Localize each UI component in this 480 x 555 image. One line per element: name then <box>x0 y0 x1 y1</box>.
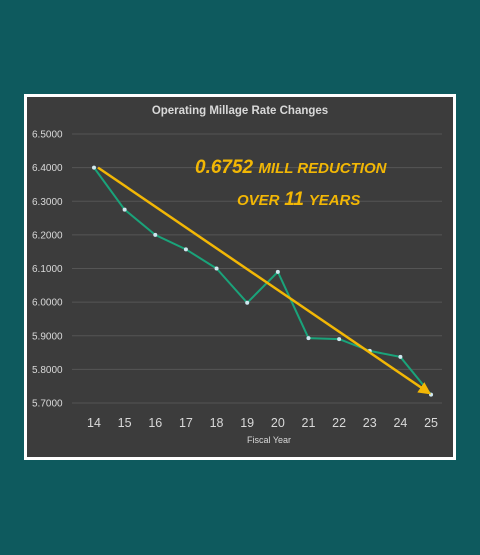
y-tick-label: 6.4000 <box>32 163 63 174</box>
annotation-line-1: 0.6752 MILL REDUCTION <box>195 157 386 179</box>
annotation-years-value: 11 <box>284 189 304 210</box>
y-tick-label: 5.9000 <box>32 331 63 342</box>
x-tick-label: 23 <box>363 416 377 430</box>
x-axis-label: Fiscal Year <box>247 435 291 445</box>
x-tick-label: 16 <box>148 416 162 430</box>
chart-title: Operating Millage Rate Changes <box>151 105 329 117</box>
chart-frame: Operating Millage Rate Changes 6.5000 6.4… <box>24 94 456 460</box>
trend-arrow <box>97 166 432 395</box>
annotation-reduction-text: MILL REDUCTION <box>258 160 387 177</box>
data-point <box>245 300 250 305</box>
x-tick-label: 15 <box>118 416 132 430</box>
data-point <box>275 269 280 274</box>
y-tick-label: 6.3000 <box>32 197 63 208</box>
data-point <box>429 392 434 397</box>
chart-panel: Operating Millage Rate Changes 6.5000 6.4… <box>27 97 453 457</box>
annotation-years-text: YEARS <box>308 192 361 209</box>
data-point <box>122 207 127 212</box>
y-tick-label: 6.0000 <box>32 298 63 309</box>
y-tick-label: 6.2000 <box>32 230 63 241</box>
annotation-line-2: OVER 11 YEARS <box>237 189 360 211</box>
x-tick-label: 22 <box>332 416 346 430</box>
y-tick-label: 5.8000 <box>32 365 63 376</box>
x-tick-label: 17 <box>179 416 193 430</box>
data-point <box>306 336 311 341</box>
annotation-over-text: OVER <box>237 192 280 209</box>
x-tick-label: 14 <box>87 416 101 430</box>
line-chart: 6.5000 6.4000 6.3000 6.2000 6.1000 6.0000 5.90… <box>32 130 442 445</box>
x-tick-label: 21 <box>302 416 316 430</box>
data-point <box>153 232 158 237</box>
x-tick-label: 25 <box>424 416 438 430</box>
data-point <box>92 165 96 170</box>
data-point <box>214 266 219 271</box>
y-tick-label: 6.1000 <box>32 264 63 275</box>
annotation-reduction-value: 0.6752 <box>195 157 254 178</box>
x-tick-label: 18 <box>210 416 224 430</box>
series-line <box>93 167 432 396</box>
y-tick-label: 6.5000 <box>32 130 63 141</box>
x-tick-label: 19 <box>240 416 254 430</box>
data-point <box>337 337 342 342</box>
data-point <box>183 247 188 252</box>
x-tick-label: 20 <box>271 416 285 430</box>
data-point <box>398 354 403 359</box>
y-tick-label: 5.7000 <box>32 399 63 410</box>
x-tick-label: 24 <box>393 416 407 430</box>
